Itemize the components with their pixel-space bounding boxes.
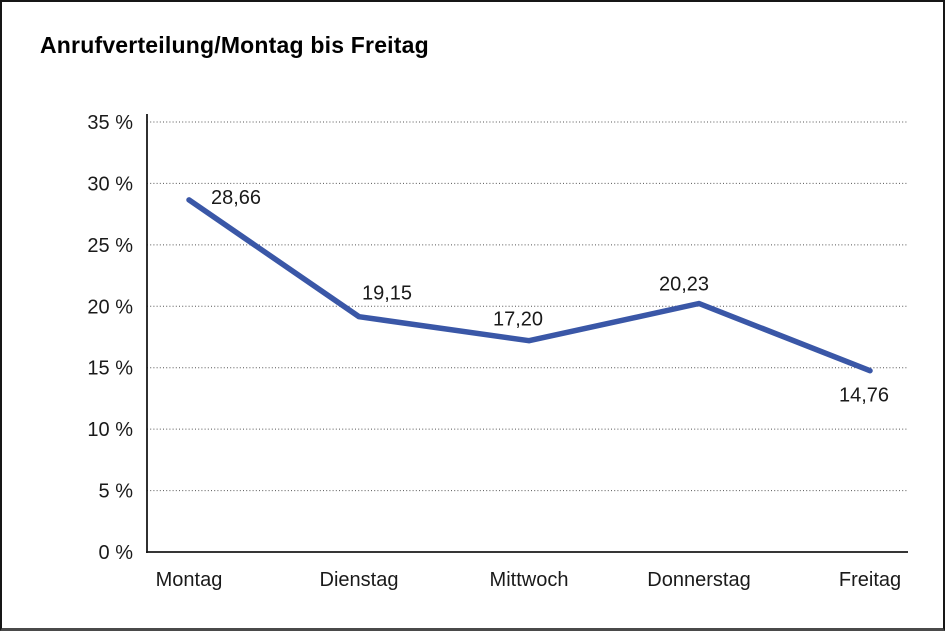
chart-title: Anrufverteilung/Montag bis Freitag xyxy=(40,32,429,58)
x-axis-category-label: Donnerstag xyxy=(647,569,750,591)
data-line-series xyxy=(186,197,873,374)
datapoint-label: 20,23 xyxy=(659,273,709,295)
x-axis-category-label: Freitag xyxy=(839,569,901,591)
y-axis-tick-label: 10 % xyxy=(87,419,133,441)
y-axis-tick-label: 20 % xyxy=(87,296,133,318)
x-axis-category-label: Mittwoch xyxy=(490,569,569,591)
y-axis-tick-label: 5 % xyxy=(99,481,134,503)
y-axis-tick-label: 35 % xyxy=(87,112,133,134)
y-axis-tick-label: 15 % xyxy=(87,358,133,380)
x-axis-category-label: Montag xyxy=(156,569,223,591)
y-axis-tick-label: 0 % xyxy=(99,542,134,564)
datapoint-label: 17,20 xyxy=(493,309,543,331)
datapoint-label: 19,15 xyxy=(362,283,412,305)
datapoint-label: 28,66 xyxy=(211,187,261,209)
x-axis-category-label: Dienstag xyxy=(320,569,399,591)
y-axis-tick-label: 25 % xyxy=(87,235,133,257)
datapoint-label: 14,76 xyxy=(839,385,889,407)
y-axis-tick-label: 30 % xyxy=(87,173,133,195)
